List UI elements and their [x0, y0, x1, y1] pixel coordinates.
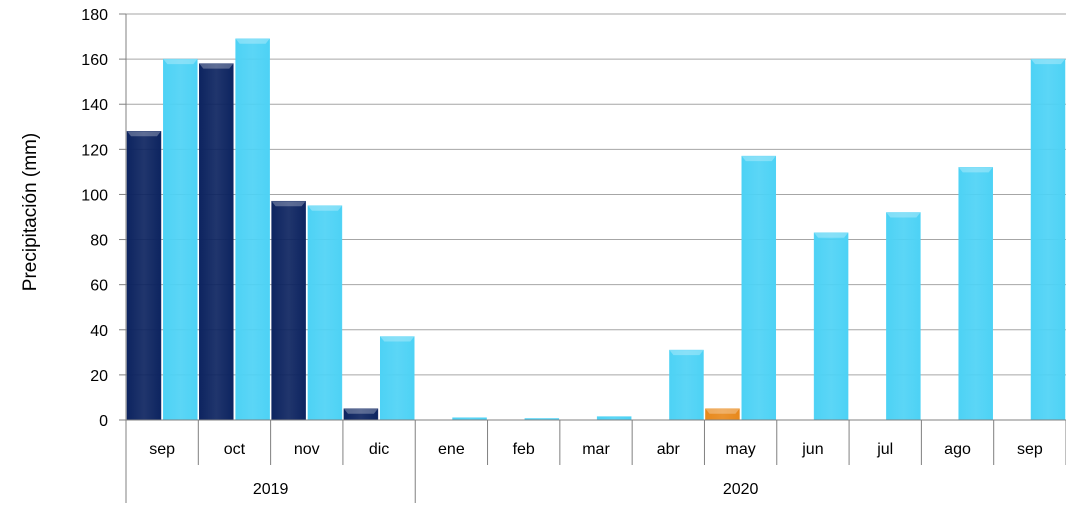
bar: [199, 63, 234, 421]
x-tick-label: ene: [438, 441, 465, 458]
y-tick-label: 20: [90, 368, 108, 385]
bar: [235, 38, 270, 421]
bar: [669, 349, 704, 421]
y-tick-label: 40: [90, 323, 108, 340]
y-axis-label: Precipitación (mm): [20, 133, 41, 291]
x-tick-label: mar: [582, 441, 610, 458]
bar-bevel: [814, 232, 849, 238]
x-tick-label: sep: [149, 441, 175, 458]
x-tick-label: may: [725, 441, 755, 458]
y-tick-label: 100: [81, 187, 108, 204]
x-group-label: 2019: [253, 481, 289, 498]
bar: [813, 232, 849, 421]
x-tick-label: dic: [369, 441, 389, 458]
x-categories: sep oct nov dic ene feb mar abr may jun jul ago sep: [125, 420, 1066, 465]
bar-bevel: [380, 336, 415, 342]
bar: [596, 416, 632, 421]
bar-bevel: [886, 212, 921, 218]
bar: [307, 205, 343, 421]
x-groups: 2019 2020: [125, 465, 759, 503]
x-tick-label: jun: [801, 441, 823, 458]
y-tick-label: 180: [81, 7, 108, 24]
x-tick-label: abr: [657, 441, 681, 458]
bar: [163, 58, 198, 421]
y-tick-label: 80: [90, 233, 108, 250]
bar-bevel: [271, 201, 306, 207]
y-tick-label: 120: [81, 142, 108, 159]
y-tick-label: 60: [90, 278, 108, 295]
x-tick-label: feb: [513, 441, 535, 458]
y-tick-label: 0: [99, 413, 108, 430]
bar: [379, 336, 415, 421]
bar: [958, 167, 993, 421]
bar: [886, 212, 921, 421]
bar: [741, 155, 777, 421]
x-tick-label: jul: [876, 441, 893, 458]
bar: [1030, 58, 1066, 421]
x-tick-label: ago: [944, 441, 971, 458]
bar-bevel: [343, 408, 378, 414]
bar-bevel: [741, 156, 776, 162]
bar-bevel: [1031, 59, 1065, 65]
y-tick-label: 140: [81, 97, 108, 114]
x-group-label: 2020: [723, 481, 759, 498]
bar: [126, 131, 162, 421]
bar-bevel: [307, 205, 342, 211]
x-tick-label: oct: [224, 441, 246, 458]
x-tick-label: nov: [294, 441, 320, 458]
bar-bevel: [199, 63, 234, 69]
x-tick-label: sep: [1017, 441, 1043, 458]
bar-bevel: [235, 38, 270, 44]
bar-bevel: [705, 408, 740, 414]
bar-bevel: [958, 167, 993, 173]
bars: [126, 38, 1066, 421]
bar-bevel: [163, 59, 198, 65]
bar: [271, 200, 306, 421]
bar-bevel: [127, 131, 161, 137]
bar-bevel: [669, 350, 704, 356]
y-tick-label: 160: [81, 52, 108, 69]
